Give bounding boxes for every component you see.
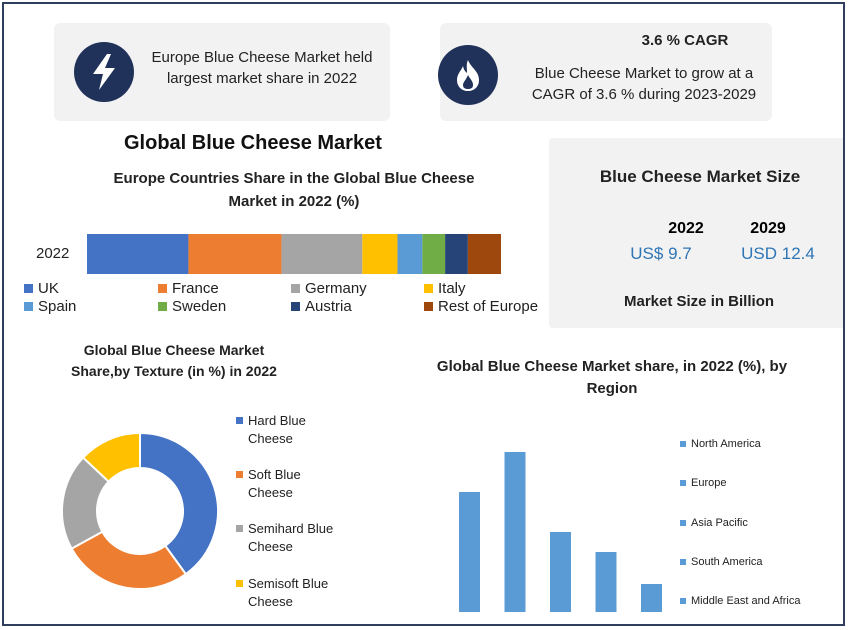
legend-swatch (424, 302, 433, 311)
callout-right: 3.6 % CAGR Blue Cheese Market to grow at… (438, 23, 772, 121)
region-legend-item-asia-pacific: Asia Pacific (680, 517, 748, 529)
legend-label: Germany (305, 280, 367, 297)
legend-label: Europe (691, 477, 727, 489)
legend-label: Sweden (172, 298, 227, 315)
legend-swatch (680, 520, 686, 526)
region-chart-title: Global Blue Cheese Market share, in 2022… (436, 358, 788, 397)
europe-stacked-bar (87, 234, 501, 274)
europe-bar-segment-austria (445, 234, 468, 274)
legend-swatch (680, 559, 686, 565)
legend-label: France (172, 280, 219, 297)
legend-swatch (236, 525, 243, 532)
legend-label: Soft Blue Cheese (248, 467, 301, 500)
europe-legend-item-rest-of-europe: Rest of Europe (424, 298, 538, 315)
europe-legend-item-austria: Austria (291, 298, 352, 315)
market-size-title: Blue Cheese Market Size (599, 167, 801, 186)
market-size-year-2022: 2022 (668, 220, 704, 237)
europe-legend-item-sweden: Sweden (158, 298, 226, 315)
legend-swatch (680, 480, 686, 486)
legend-swatch (236, 417, 243, 424)
legend-swatch (236, 580, 243, 587)
legend-label: Italy (438, 280, 466, 297)
texture-donut-chart (61, 431, 219, 590)
market-size-footer: Market Size in Billion (623, 293, 775, 310)
lightning-bolt-icon (74, 42, 134, 102)
europe-legend-item-uk: UK (24, 280, 59, 297)
europe-chart-category-2022: 2022 (36, 245, 70, 262)
region-bar-north-america (459, 492, 480, 612)
texture-legend-item-soft-blue-cheese: Soft Blue Cheese (236, 466, 336, 502)
flame-icon (438, 45, 498, 105)
market-size-value-2022: US$ 9.7 (630, 244, 692, 263)
europe-bar-segment-france (188, 234, 282, 274)
legend-label: Spain (38, 298, 77, 315)
donut-slice-soft-blue-cheese (70, 530, 188, 590)
legend-label: Hard Blue Cheese (248, 413, 306, 446)
legend-swatch (24, 284, 33, 293)
region-bar-asia-pacific (550, 532, 571, 612)
europe-bar-segment-spain (397, 234, 423, 274)
legend-swatch (158, 284, 167, 293)
legend-swatch (158, 302, 167, 311)
europe-chart-title: Europe Countries Share in the Global Blu… (113, 170, 475, 210)
legend-swatch (424, 284, 433, 293)
region-legend-item-south-america: South America (680, 556, 763, 568)
texture-legend-item-hard-blue-cheese: Hard Blue Cheese (236, 412, 336, 448)
texture-legend-item-semisoft-blue-cheese: Semisoft Blue Cheese (236, 575, 336, 611)
legend-swatch (680, 598, 686, 604)
main-title: Global Blue Cheese Market (124, 132, 382, 154)
market-size-panel: Blue Cheese Market Size 2022 2029 US$ 9.… (549, 138, 843, 328)
legend-swatch (680, 441, 686, 447)
region-legend-item-europe: Europe (680, 477, 726, 489)
europe-bar-segment-germany (281, 234, 363, 274)
market-size-year-2029: 2029 (750, 220, 786, 237)
legend-label: Rest of Europe (438, 298, 539, 315)
europe-bar-segment-uk (87, 234, 189, 274)
legend-swatch (291, 284, 300, 293)
europe-bar-segment-rest-of-europe (467, 234, 501, 274)
region-legend-item-middle-east-and-africa: Middle East and Africa (680, 595, 800, 607)
europe-legend-item-germany: Germany (291, 280, 367, 297)
region-bar-middle-east-and-africa (641, 584, 662, 612)
legend-label: Middle East and Africa (691, 595, 801, 607)
europe-legend-item-italy: Italy (424, 280, 466, 297)
legend-label: Semisoft Blue Cheese (248, 576, 329, 609)
legend-label: Austria (305, 298, 352, 315)
legend-label: Semihard Blue Cheese (248, 521, 334, 554)
texture-chart-title: Global Blue Cheese Market Share,by Textu… (71, 342, 277, 379)
callout-left: Europe Blue Cheese Market held largest m… (54, 23, 390, 121)
legend-swatch (291, 302, 300, 311)
europe-bar-segment-italy (362, 234, 398, 274)
legend-label: UK (38, 280, 59, 297)
region-bar-chart (459, 452, 662, 612)
donut-slice-semisoft-blue-cheese (81, 431, 141, 483)
callout-right-text: Blue Cheese Market to grow at a CAGR of … (531, 65, 757, 103)
legend-label: North America (691, 438, 761, 450)
europe-legend-item-france: France (158, 280, 219, 297)
legend-swatch (236, 471, 243, 478)
region-legend-item-north-america: North America (680, 438, 761, 450)
legend-label: South America (691, 556, 763, 568)
europe-legend-item-spain: Spain (24, 298, 76, 315)
legend-label: Asia Pacific (691, 517, 748, 529)
region-bar-europe (504, 452, 526, 612)
texture-legend-item-semihard-blue-cheese: Semihard Blue Cheese (236, 520, 336, 556)
cagr-title: 3.6 % CAGR (641, 32, 729, 49)
legend-swatch (24, 302, 33, 311)
europe-bar-segment-sweden (422, 234, 446, 274)
callout-left-text: Europe Blue Cheese Market held largest m… (151, 49, 373, 87)
market-size-value-2029: USD 12.4 (741, 244, 815, 263)
region-bar-south-america (595, 552, 617, 612)
donut-slice-hard-blue-cheese (139, 431, 219, 576)
